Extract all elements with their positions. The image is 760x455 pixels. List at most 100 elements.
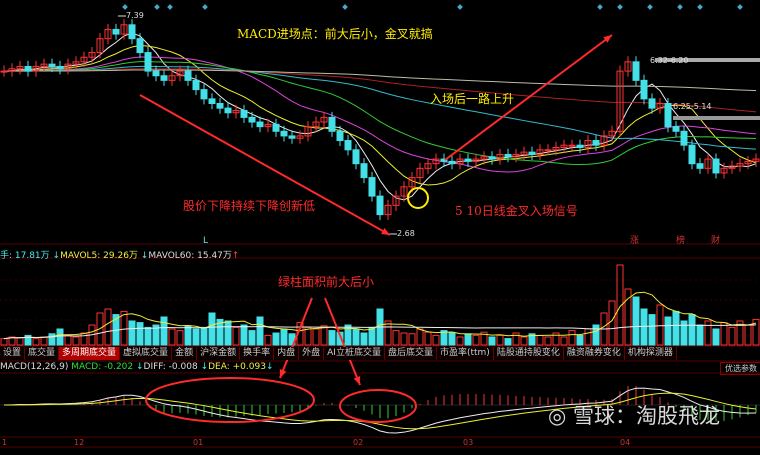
range-label-2: 6.25-5.14 (673, 102, 712, 111)
volume-bar (352, 328, 360, 346)
volume-bar (80, 332, 88, 346)
volume-value: 手: 17.81万 (0, 251, 50, 261)
diff-value: DIFF: -0.008 (143, 362, 198, 372)
annotation-shapes (139, 34, 613, 423)
volume-bar (736, 320, 744, 346)
optimize-params-button[interactable]: 优选参数 (720, 362, 760, 375)
candle-body (752, 158, 760, 162)
candle-body (224, 107, 232, 114)
candle-body (352, 149, 360, 165)
volume-bar (496, 334, 504, 346)
volume-bar (560, 336, 568, 346)
volume-bar (72, 336, 80, 346)
volume-bar (528, 333, 536, 346)
volume-bar (552, 332, 560, 346)
tab-7[interactable]: 内盘 (274, 347, 300, 360)
candle-body (40, 63, 48, 67)
mavol60-value: MAVOL60: 15.47万 (148, 251, 232, 261)
volume-bar (728, 326, 736, 346)
macd-value: MACD: -0.202 (71, 362, 134, 372)
volume-bar (320, 325, 328, 346)
candle-body (64, 63, 72, 70)
candle-body (288, 135, 296, 139)
tab-9[interactable]: AI立桩底交量 (324, 347, 385, 360)
volume-bar (488, 336, 496, 346)
candle-body (240, 109, 248, 118)
volume-bar (240, 324, 248, 346)
candle-body (96, 38, 104, 54)
tab-13[interactable]: 融资融券变化 (563, 347, 625, 360)
annotation-arrow (139, 94, 391, 236)
candle-body (600, 135, 608, 146)
volume-bar (32, 338, 40, 346)
tab-4[interactable]: 金额 (172, 347, 198, 360)
volume-bar (392, 330, 400, 346)
candle-body (336, 130, 344, 142)
candle-body (200, 89, 208, 100)
candle-body (120, 24, 128, 35)
candle-body (160, 75, 168, 81)
volume-bar (400, 332, 408, 346)
candle-body (16, 65, 24, 70)
signal-diamond (154, 4, 160, 10)
ma120-line (3, 68, 757, 113)
high-price-label: 7.39 (126, 11, 144, 20)
volume-bar (640, 308, 648, 346)
tab-5[interactable]: 沪深金额 (197, 347, 241, 360)
signal-diamond (202, 4, 208, 10)
candle-body (712, 158, 720, 174)
tab-6[interactable]: 换手率 (240, 347, 275, 360)
volume-bar (248, 330, 256, 346)
macd-panel (0, 386, 760, 434)
volume-bar (456, 336, 464, 346)
volume-bar (328, 330, 336, 346)
arrow-head (279, 369, 287, 378)
volume-bar (608, 300, 616, 346)
candle-body (136, 38, 144, 54)
candle-body (696, 163, 704, 169)
tab-3[interactable]: 虚拟底交量 (120, 347, 173, 360)
signal-diamond (122, 4, 128, 10)
volume-bar (416, 328, 424, 346)
candle-body (552, 146, 560, 151)
candle-body (264, 123, 272, 128)
x-tick: 01 (193, 438, 204, 447)
volume-bar (656, 304, 664, 346)
tab-1[interactable]: 底交量 (25, 347, 60, 360)
candle-body (32, 65, 40, 72)
candle-body (24, 65, 32, 72)
volume-bar (224, 320, 232, 346)
tab-0[interactable]: 设置 (0, 347, 26, 360)
candle-body (440, 158, 448, 162)
volume-bar (664, 316, 672, 346)
volume-bar (648, 314, 656, 346)
tab-12[interactable]: 陆股通持股变化 (493, 347, 564, 360)
candle-body (488, 156, 496, 160)
candle-body (88, 52, 96, 58)
candle-body (512, 153, 520, 158)
candle-body (408, 177, 416, 188)
tab-10[interactable]: 盘后底交量 (384, 347, 437, 360)
tab-2[interactable]: 多周期底交量 (59, 347, 121, 360)
tab-14[interactable]: 机构探测器 (624, 347, 677, 360)
candle-body (256, 121, 264, 128)
candle-body (656, 103, 664, 109)
candle-body (344, 140, 352, 151)
volume-bar (336, 331, 344, 346)
candle-body (144, 52, 152, 72)
annotation-arrow (324, 297, 361, 386)
arrow-head (603, 35, 612, 43)
ma30-line (3, 61, 757, 166)
tab-11[interactable]: 市盈率(ttm) (436, 347, 494, 360)
tab-8[interactable]: 外盘 (299, 347, 325, 360)
range-label-1: 6.32-6.20 (650, 56, 689, 65)
candle-body (672, 126, 680, 132)
dea-value: DEA: +0.093 (208, 362, 266, 372)
volume-bar (408, 333, 416, 346)
volume-bar (360, 332, 368, 346)
ma20-line (3, 56, 757, 173)
volume-bar (712, 328, 720, 346)
candle-body (520, 151, 528, 155)
volume-bar (384, 320, 392, 346)
candle-body (456, 158, 464, 165)
